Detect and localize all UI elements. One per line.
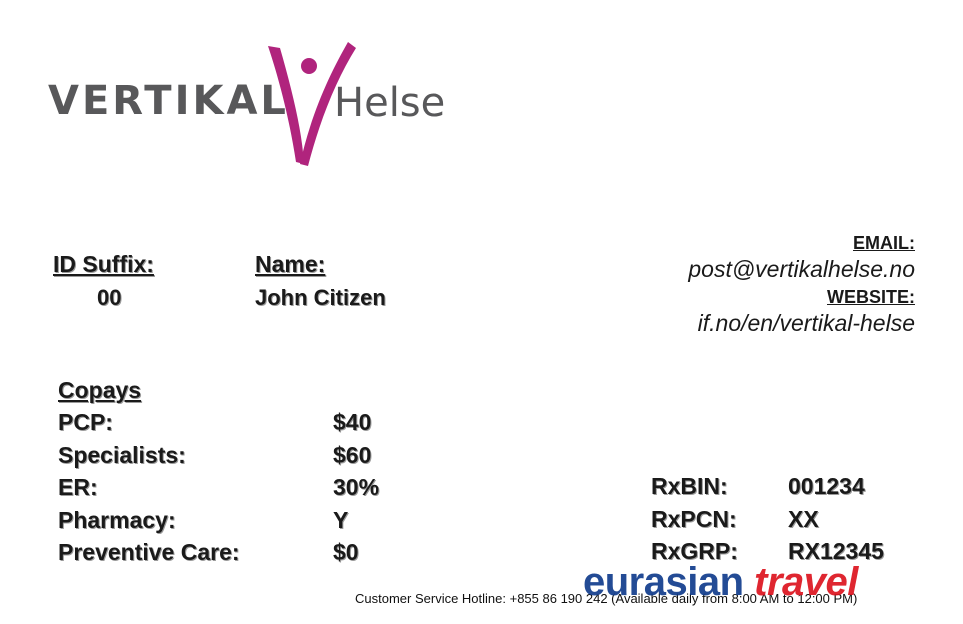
email-label: EMAIL:	[853, 233, 915, 253]
logo-wordmark-helse: Helse	[334, 80, 446, 126]
watermark-part-travel: travel	[754, 560, 858, 604]
email-value[interactable]: post@vertikalhelse.no	[688, 256, 915, 282]
rx-row: RxBIN: 001234	[651, 470, 948, 503]
website-value[interactable]: if.no/en/vertikal-helse	[697, 310, 915, 336]
logo-wordmark-vertikal: VERTIKAL	[48, 78, 289, 124]
copay-value: $60	[333, 441, 372, 468]
logo-figure-icon	[268, 42, 356, 166]
id-suffix-label: ID Suffix:	[53, 251, 154, 277]
name-label: Name:	[255, 251, 326, 277]
rx-value: 001234	[788, 473, 865, 499]
rx-section: RxBIN: 001234 RxPCN: XX RxGRP: RX12345	[651, 470, 948, 568]
rx-row: RxGRP: RX12345	[651, 535, 948, 568]
copay-value: 30%	[333, 474, 380, 500]
contact-block: EMAIL: post@vertikalhelse.no WEBSITE: if…	[495, 232, 915, 340]
copay-value: Y	[333, 506, 349, 533]
rx-value: XX	[788, 505, 819, 532]
copay-label: Preventive Care:	[58, 539, 240, 565]
copay-row: ER: 30%	[58, 471, 453, 504]
id-suffix-value: 00	[97, 285, 122, 310]
watermark-logo: eurasian travel	[583, 560, 858, 605]
customer-service-hotline: Customer Service Hotline: +855 86 190 24…	[355, 591, 858, 606]
name-value: John Citizen	[255, 285, 386, 310]
copay-label: ER:	[58, 474, 98, 500]
rx-label: RxBIN:	[651, 473, 728, 499]
copay-label: PCP:	[58, 409, 113, 435]
copay-value: $40	[333, 409, 372, 435]
copay-row: Pharmacy: Y	[58, 504, 453, 537]
copay-label: Pharmacy:	[58, 506, 176, 533]
copay-row: Specialists: $60	[58, 439, 453, 472]
website-label: WEBSITE:	[827, 287, 915, 307]
copay-label: Specialists:	[58, 441, 186, 468]
copays-section: Copays PCP: $40 Specialists: $60 ER: 30%…	[58, 374, 453, 569]
copay-row: PCP: $40	[58, 406, 453, 439]
rx-row: RxPCN: XX	[651, 503, 948, 536]
rx-label: RxPCN:	[651, 505, 737, 532]
watermark-part-eurasian: eurasian	[583, 560, 744, 604]
copay-row: Preventive Care: $0	[58, 536, 453, 569]
copays-title: Copays	[58, 377, 142, 403]
rx-value: RX12345	[788, 538, 884, 564]
rx-label: RxGRP:	[651, 538, 738, 564]
copay-value: $0	[333, 539, 359, 565]
